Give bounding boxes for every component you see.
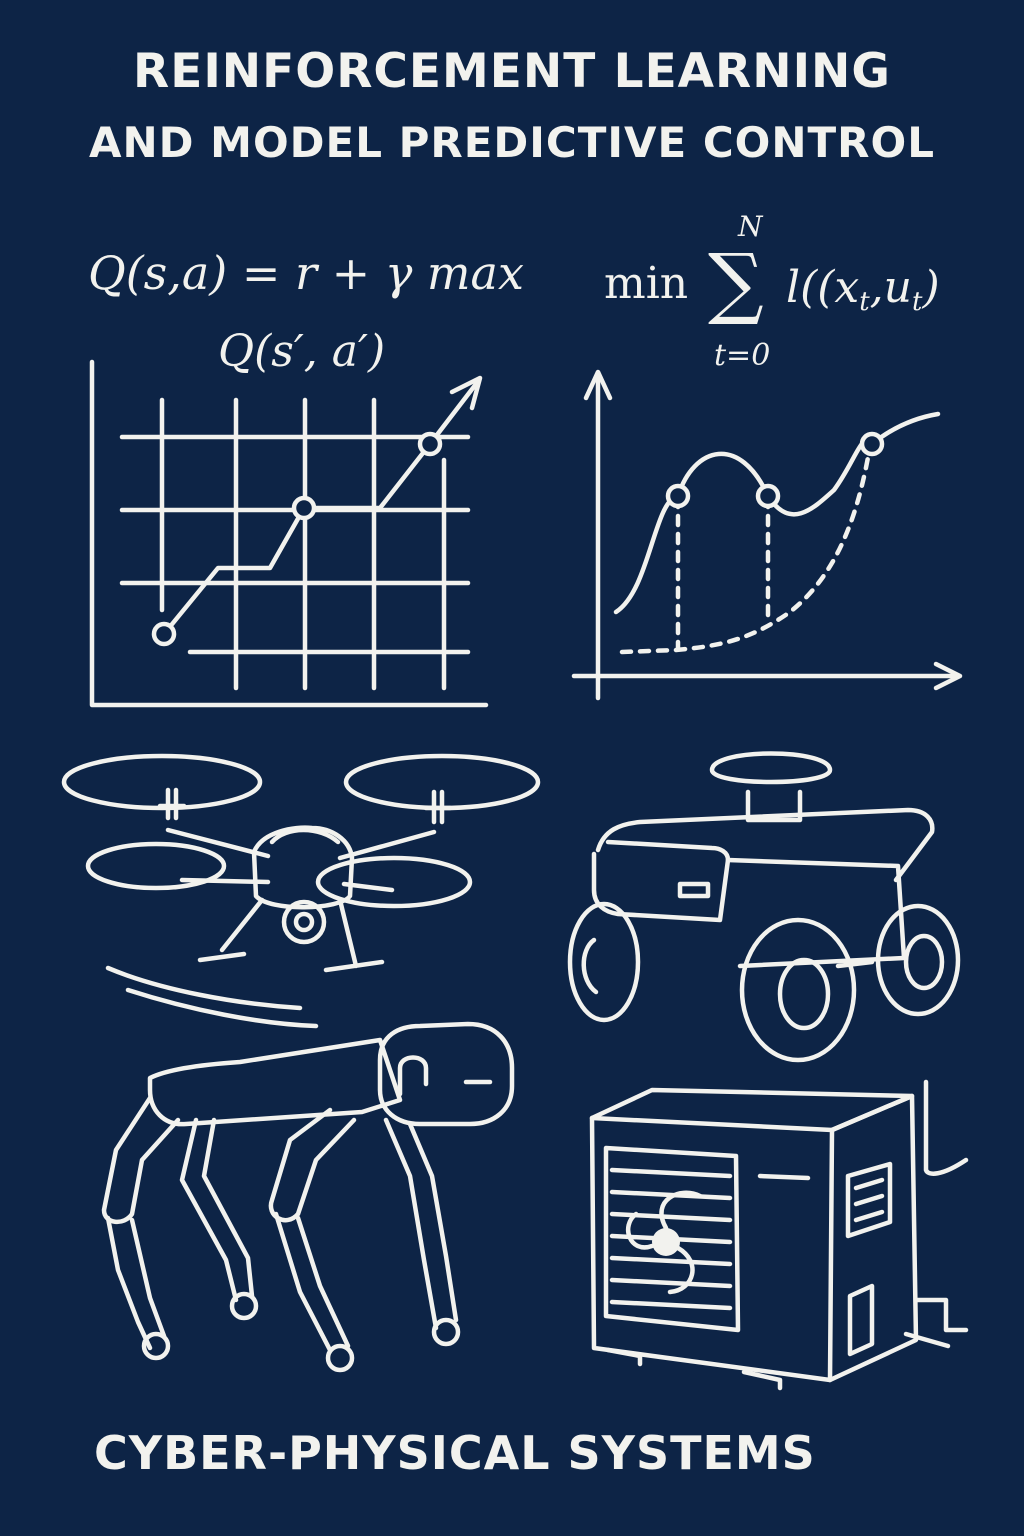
mpc-sum-symbol: ∑: [708, 238, 764, 328]
mpc-point: [665, 483, 691, 509]
robot-top-surface: [595, 807, 935, 883]
rl-learning-curve-illustration: [89, 359, 489, 708]
drone-landing-leg: [197, 897, 265, 963]
drone-camera: [281, 899, 327, 945]
rl-point: [417, 431, 443, 457]
hvac-label-plate: [845, 1161, 893, 1239]
rl-axes: [89, 359, 489, 708]
mpc-point: [859, 431, 885, 457]
quadruped-sensor: [397, 1055, 429, 1097]
robot-hub: [903, 933, 945, 991]
hvac-fan-hub: [652, 1228, 680, 1256]
mpc-y-arrow: [583, 369, 613, 401]
hvac-fan-blade: [659, 1190, 703, 1231]
mpc-loss-prefix: l((x: [786, 262, 860, 313]
mpc-prediction-illustration: [571, 369, 963, 701]
rl-grid: [119, 397, 471, 691]
drone-landing-leg: [323, 897, 385, 973]
hvac-front: [589, 1115, 835, 1383]
quadruped-leg: [179, 1117, 239, 1303]
hvac-unit-illustration: [589, 1079, 969, 1391]
hvac-pipe: [913, 1297, 969, 1333]
q-learning-equation-line-1: Q(s,a) = r + γ max: [88, 246, 524, 300]
drone-illustration: [61, 753, 541, 1029]
drone-rotor: [315, 855, 473, 909]
mpc-loss-sub-1: t: [859, 287, 870, 317]
hvac-pipe: [903, 1331, 951, 1349]
robot-front-slot: [677, 881, 711, 899]
robot-wheel-rear: [567, 901, 641, 1023]
mobile-robot-illustration: [567, 751, 961, 1063]
hvac-top-panel-line: [757, 1173, 811, 1181]
drone-camera-lens: [293, 911, 315, 933]
quadruped-foot: [431, 1317, 461, 1347]
hvac-foot: [605, 1347, 643, 1367]
quadruped-head: [377, 1021, 515, 1127]
robot-wheel-front-right: [875, 903, 961, 1017]
mpc-stage-cost: l((xt,ut): [786, 262, 940, 317]
footer-title: CYBER-PHYSICAL SYSTEMS: [94, 1426, 816, 1480]
drone-motion-line: [105, 965, 303, 1011]
quadruped-leg: [268, 1107, 357, 1223]
hvac-service-valve: [847, 1283, 875, 1357]
rl-arrow-head: [449, 375, 483, 411]
drone-rotor: [85, 841, 227, 891]
mpc-x-arrow: [933, 661, 963, 691]
title-line-1: REINFORCEMENT LEARNING: [133, 44, 891, 99]
quadruped-foot: [141, 1331, 171, 1361]
drone-canopy: [269, 827, 341, 845]
quadruped-foot: [229, 1291, 259, 1321]
rl-point: [291, 495, 317, 521]
quadruped-illustration: [101, 1021, 515, 1373]
hvac-side: [827, 1093, 919, 1383]
hvac-foot: [741, 1369, 783, 1391]
mpc-sum-upper-limit: N: [738, 210, 763, 243]
mpc-reference-curve: [619, 443, 873, 655]
drone-rotor: [61, 753, 263, 811]
robot-front-face: [591, 839, 731, 923]
q-learning-equation-line-2: Q(s′, a′): [218, 326, 386, 377]
quadruped-leg: [101, 1095, 181, 1224]
drone-arm: [165, 827, 271, 859]
mpc-loss-suffix: ): [922, 262, 940, 313]
robot-lidar-mount: [745, 789, 803, 823]
robot-lidar-dome: [709, 751, 833, 785]
mpc-trajectory-curve: [613, 411, 941, 615]
hvac-top: [589, 1087, 915, 1133]
mpc-loss-sub-2: t: [912, 287, 923, 317]
mpc-sum-lower-limit: t=0: [714, 338, 771, 373]
hvac-fan-blade: [625, 1211, 655, 1250]
hvac-pipe: [923, 1079, 969, 1176]
mpc-loss-mid: ,u: [869, 262, 912, 313]
mpc-point: [755, 483, 781, 509]
mpc-min-operator: min: [604, 258, 689, 309]
robot-hub: [777, 957, 831, 1031]
rl-point: [151, 621, 177, 647]
title-line-2: AND MODEL PREDICTIVE CONTROL: [89, 118, 935, 167]
drone-body: [251, 825, 355, 910]
hvac-grille-frame: [603, 1145, 741, 1333]
quadruped-foot: [325, 1343, 355, 1373]
robot-axle: [835, 959, 875, 969]
drone-motion-line: [125, 987, 319, 1029]
robot-wheel-front-left: [739, 917, 857, 1063]
drone-arm: [337, 829, 437, 861]
quadruped-leg: [383, 1117, 439, 1331]
hvac-fan-blade: [667, 1245, 695, 1295]
quadruped-body: [147, 1037, 403, 1127]
